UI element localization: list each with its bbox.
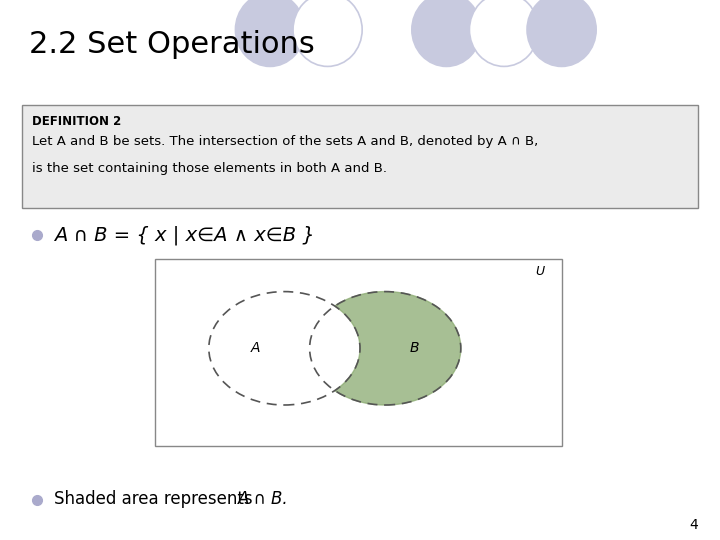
Text: 2.2 Set Operations: 2.2 Set Operations	[29, 30, 315, 59]
FancyBboxPatch shape	[22, 105, 698, 208]
Text: A ∩ B.: A ∩ B.	[238, 490, 288, 509]
Text: DEFINITION 2: DEFINITION 2	[32, 115, 122, 128]
Text: B: B	[409, 341, 419, 355]
Text: Shaded area represents: Shaded area represents	[54, 490, 258, 509]
Ellipse shape	[412, 0, 481, 66]
Ellipse shape	[293, 0, 362, 66]
Polygon shape	[335, 292, 461, 405]
Ellipse shape	[235, 0, 305, 66]
Text: A ∩ B = { x | x∈A ∧ x∈B }: A ∩ B = { x | x∈A ∧ x∈B }	[54, 225, 315, 245]
Text: 4: 4	[690, 518, 698, 532]
Ellipse shape	[469, 0, 539, 66]
Text: is the set containing those elements in both A and B.: is the set containing those elements in …	[32, 162, 387, 175]
Ellipse shape	[527, 0, 596, 66]
Text: Let A and B be sets. The intersection of the sets A and B, denoted by A ∩ B,: Let A and B be sets. The intersection of…	[32, 135, 539, 148]
Text: A: A	[251, 341, 261, 355]
FancyBboxPatch shape	[155, 259, 562, 446]
Text: U: U	[535, 265, 544, 278]
